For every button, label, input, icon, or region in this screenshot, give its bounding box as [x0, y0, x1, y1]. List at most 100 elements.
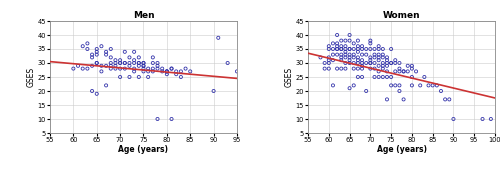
Point: [358, 59, 366, 62]
Point: [112, 59, 120, 62]
Point: [374, 64, 382, 67]
X-axis label: Age (years): Age (years): [376, 145, 426, 153]
Point: [182, 67, 190, 70]
Point: [130, 50, 138, 53]
Point: [88, 56, 96, 59]
Point: [350, 84, 358, 87]
Point: [74, 64, 82, 67]
Point: [149, 70, 157, 73]
Point: [177, 76, 185, 78]
Title: Women: Women: [382, 11, 420, 20]
Point: [116, 62, 124, 64]
Point: [374, 53, 382, 56]
Point: [333, 48, 341, 50]
Point: [370, 53, 378, 56]
Point: [329, 42, 337, 45]
Point: [370, 67, 378, 70]
Point: [333, 42, 341, 45]
Point: [92, 48, 100, 50]
Point: [346, 56, 354, 59]
Point: [420, 76, 428, 78]
Point: [383, 76, 391, 78]
Point: [358, 48, 366, 50]
Point: [358, 76, 366, 78]
Point: [342, 39, 349, 42]
Point: [408, 84, 416, 87]
Point: [370, 56, 378, 59]
Point: [383, 56, 391, 59]
Point: [107, 48, 115, 50]
Point: [379, 53, 387, 56]
Point: [412, 70, 420, 73]
Point: [140, 64, 147, 67]
Point: [121, 50, 129, 53]
Point: [392, 70, 400, 73]
Point: [400, 70, 407, 73]
Point: [163, 73, 171, 76]
Point: [135, 62, 143, 64]
Point: [130, 59, 138, 62]
Point: [130, 62, 138, 64]
Point: [144, 67, 152, 70]
Point: [379, 62, 387, 64]
Point: [233, 70, 241, 73]
Point: [450, 118, 458, 120]
Point: [358, 45, 366, 48]
Point: [478, 118, 486, 120]
Point: [342, 53, 349, 56]
Point: [428, 84, 436, 87]
Point: [433, 84, 441, 87]
Point: [84, 67, 92, 70]
Point: [354, 62, 362, 64]
Point: [362, 90, 370, 92]
Point: [383, 59, 391, 62]
Point: [396, 84, 404, 87]
Point: [112, 62, 120, 64]
Point: [135, 64, 143, 67]
Point: [346, 53, 354, 56]
Point: [379, 76, 387, 78]
Point: [78, 67, 86, 70]
Point: [163, 70, 171, 73]
Point: [320, 67, 328, 70]
Y-axis label: GSES: GSES: [285, 67, 294, 87]
Point: [140, 70, 147, 73]
Point: [366, 67, 374, 70]
Point: [168, 67, 175, 70]
Point: [140, 62, 147, 64]
Point: [168, 67, 175, 70]
Point: [346, 34, 354, 36]
Point: [346, 48, 354, 50]
Point: [158, 70, 166, 73]
Point: [88, 53, 96, 56]
Point: [374, 59, 382, 62]
Point: [135, 62, 143, 64]
Point: [154, 62, 162, 64]
Y-axis label: GSES: GSES: [27, 67, 36, 87]
Point: [342, 45, 349, 48]
Point: [102, 53, 110, 56]
Point: [92, 50, 100, 53]
Point: [396, 90, 404, 92]
Point: [350, 62, 358, 64]
Point: [140, 62, 147, 64]
Point: [362, 53, 370, 56]
Point: [130, 70, 138, 73]
Point: [84, 42, 92, 45]
Point: [392, 84, 400, 87]
Point: [358, 53, 366, 56]
Point: [383, 62, 391, 64]
Point: [70, 67, 78, 70]
Point: [92, 62, 100, 64]
Point: [370, 76, 378, 78]
Point: [366, 59, 374, 62]
Point: [163, 70, 171, 73]
Point: [374, 76, 382, 78]
Point: [346, 87, 354, 90]
Point: [320, 62, 328, 64]
Point: [358, 64, 366, 67]
Point: [383, 64, 391, 67]
Point: [116, 62, 124, 64]
Point: [387, 48, 395, 50]
Point: [149, 67, 157, 70]
